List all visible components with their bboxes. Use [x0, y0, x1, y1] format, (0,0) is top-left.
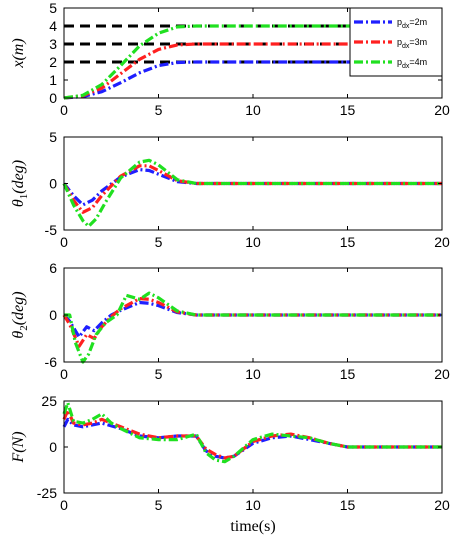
y-axis-label: F(N) [10, 431, 27, 463]
x-tick-label: 10 [245, 102, 261, 118]
legend: pdx=2m pdx=3m pdx=4m [349, 7, 443, 77]
legend-box [349, 7, 443, 77]
x-tick-label: 10 [245, 497, 261, 513]
y-tick-label: 0 [49, 307, 57, 323]
y-tick-label: 0 [49, 90, 57, 106]
x-tick-label: 0 [60, 234, 68, 250]
y-tick-label: 1 [49, 72, 57, 88]
x-tick-label: 15 [340, 102, 356, 118]
y-tick-label: -25 [37, 485, 57, 501]
y-axis-label: θ1(deg) [10, 160, 30, 207]
y-axis-label: θ2(deg) [10, 291, 30, 338]
legend-label: pdx=2m [397, 17, 427, 30]
x-tick-label: 20 [434, 102, 450, 118]
y-tick-label: 4 [49, 18, 57, 34]
y-tick-label: 25 [41, 393, 57, 409]
series-line-2 [62, 408, 442, 460]
x-tick-label: 20 [434, 497, 450, 513]
y-tick-label: 5 [49, 0, 57, 16]
y-tick-label: 3 [49, 36, 57, 52]
series-line-3 [64, 291, 442, 364]
x-tick-label: 5 [155, 234, 163, 250]
legend-label: pdx=4m [397, 57, 427, 70]
y-tick-label: 0 [49, 176, 57, 192]
x-tick-label: 0 [60, 366, 68, 382]
y-tick-label: 2 [49, 54, 57, 70]
x-tick-label: 15 [340, 497, 356, 513]
series-line-3 [62, 401, 442, 464]
x-tick-label: 5 [155, 497, 163, 513]
x-tick-label: 0 [60, 102, 68, 118]
series-line-3 [62, 158, 442, 228]
y-tick-label: 0 [49, 439, 57, 455]
y-tick-label: 5 [49, 129, 57, 145]
x-tick-label: 20 [434, 366, 450, 382]
y-tick-label: 6 [49, 260, 57, 276]
y-tick-label: -6 [45, 354, 58, 370]
x-tick-label: 5 [155, 366, 163, 382]
series-line-1 [63, 60, 442, 100]
series-line-3 [63, 24, 442, 100]
y-axis-label: x(m) [10, 38, 27, 68]
x-tick-label: 0 [60, 497, 68, 513]
y-tick-label: -5 [45, 222, 58, 238]
series-line-2 [62, 164, 442, 214]
x-tick-label: 10 [245, 366, 261, 382]
x-tick-label: 10 [245, 234, 261, 250]
x-axis-label: time(s) [230, 518, 275, 535]
series-line-2 [63, 42, 442, 100]
legend-label: pdx=3m [397, 37, 427, 50]
x-tick-label: 20 [434, 234, 450, 250]
x-tick-label: 15 [340, 366, 356, 382]
x-tick-label: 5 [155, 102, 163, 118]
x-tick-label: 15 [340, 234, 356, 250]
